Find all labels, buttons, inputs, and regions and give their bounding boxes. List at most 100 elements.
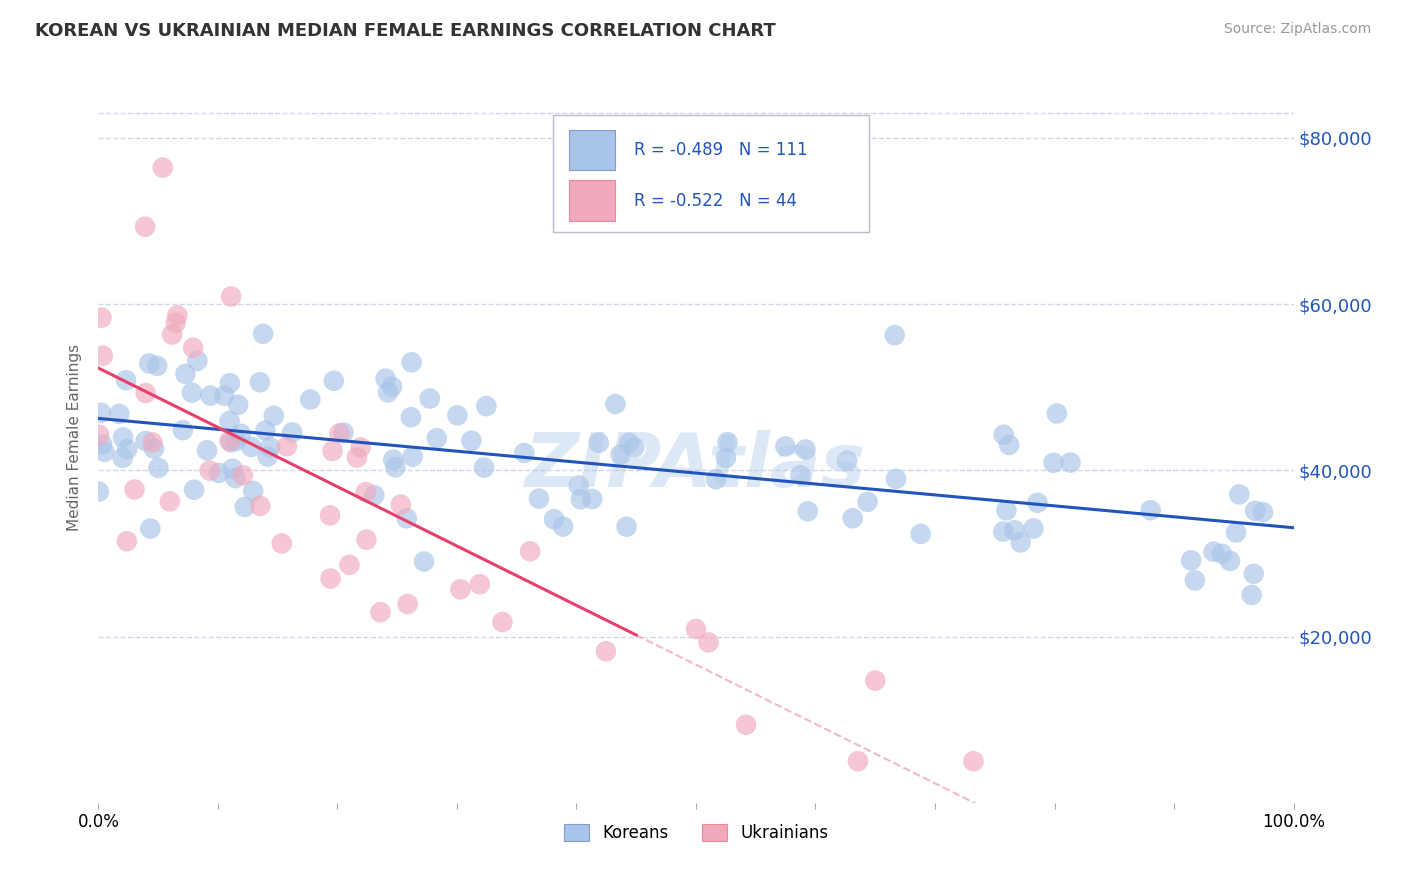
Point	[152, 161, 174, 175]
Point	[460, 434, 482, 448]
FancyBboxPatch shape	[569, 130, 614, 170]
Point	[1042, 456, 1064, 470]
Point	[588, 435, 610, 450]
Point	[332, 425, 354, 440]
Point	[1022, 521, 1045, 535]
Point	[146, 359, 169, 373]
Point	[1202, 544, 1225, 558]
Point	[263, 409, 285, 423]
Point	[1059, 456, 1081, 470]
Point	[527, 491, 550, 506]
Point	[208, 466, 231, 480]
Point	[569, 492, 592, 507]
Point	[910, 527, 932, 541]
Point	[254, 424, 277, 438]
Point	[299, 392, 322, 407]
Point	[543, 512, 565, 526]
Point	[219, 435, 242, 450]
Point	[775, 439, 797, 453]
Point	[1219, 554, 1241, 568]
Point	[551, 519, 574, 533]
Point	[319, 572, 342, 586]
Point	[382, 452, 405, 467]
Point	[354, 485, 377, 500]
Point	[449, 582, 471, 597]
Point	[468, 577, 491, 591]
Point	[789, 468, 811, 483]
Point	[1004, 523, 1026, 537]
Point	[200, 389, 222, 403]
Point	[349, 441, 371, 455]
Point	[993, 524, 1015, 539]
Point	[160, 327, 183, 342]
Point	[90, 406, 112, 420]
Point	[91, 437, 114, 451]
Point	[1180, 553, 1202, 567]
Point	[195, 443, 218, 458]
Point	[87, 428, 110, 442]
Point	[276, 439, 298, 453]
Point	[181, 341, 204, 355]
Point	[993, 427, 1015, 442]
Point	[1251, 505, 1274, 519]
Point	[108, 407, 131, 421]
Point	[797, 504, 820, 518]
Point	[374, 372, 396, 386]
FancyBboxPatch shape	[553, 115, 869, 232]
Point	[356, 533, 378, 547]
Point	[256, 450, 278, 464]
Point	[401, 450, 423, 464]
Point	[1010, 535, 1032, 549]
Point	[165, 316, 187, 330]
Text: ZIPAtlas: ZIPAtlas	[526, 430, 866, 503]
Point	[91, 349, 114, 363]
Point	[270, 536, 292, 550]
Point	[605, 397, 627, 411]
Point	[884, 472, 907, 486]
Point	[224, 471, 246, 485]
Point	[389, 498, 412, 512]
Point	[115, 373, 138, 387]
Point	[111, 430, 134, 444]
Point	[962, 754, 984, 768]
Point	[87, 484, 110, 499]
Point	[218, 434, 240, 448]
Point	[1240, 588, 1263, 602]
Point	[370, 605, 392, 619]
Y-axis label: Median Female Earnings: Median Female Earnings	[67, 343, 83, 531]
Point	[159, 494, 181, 508]
Point	[841, 511, 863, 525]
Text: R = -0.489   N = 111: R = -0.489 N = 111	[634, 141, 807, 160]
Point	[835, 454, 858, 468]
Text: R = -0.522   N = 44: R = -0.522 N = 44	[634, 192, 797, 210]
Point	[475, 399, 498, 413]
Point	[124, 483, 146, 497]
Point	[141, 435, 163, 450]
Point	[111, 450, 134, 465]
Point	[856, 495, 879, 509]
Point	[166, 309, 188, 323]
Point	[115, 442, 138, 457]
Point	[998, 438, 1021, 452]
Point	[1243, 566, 1265, 581]
Point	[214, 389, 236, 403]
Point	[794, 442, 817, 457]
Point	[419, 392, 441, 406]
Point	[716, 435, 738, 450]
Point	[138, 356, 160, 370]
Point	[242, 483, 264, 498]
Point	[568, 478, 591, 492]
Point	[1184, 574, 1206, 588]
Point	[714, 450, 737, 465]
Point	[183, 483, 205, 497]
Point	[219, 289, 242, 303]
Point	[90, 310, 112, 325]
Point	[609, 448, 631, 462]
Point	[143, 442, 166, 456]
Point	[735, 717, 758, 731]
Point	[252, 326, 274, 341]
Point	[218, 414, 240, 428]
Point	[377, 385, 399, 400]
Point	[240, 440, 263, 454]
Point	[218, 376, 240, 391]
